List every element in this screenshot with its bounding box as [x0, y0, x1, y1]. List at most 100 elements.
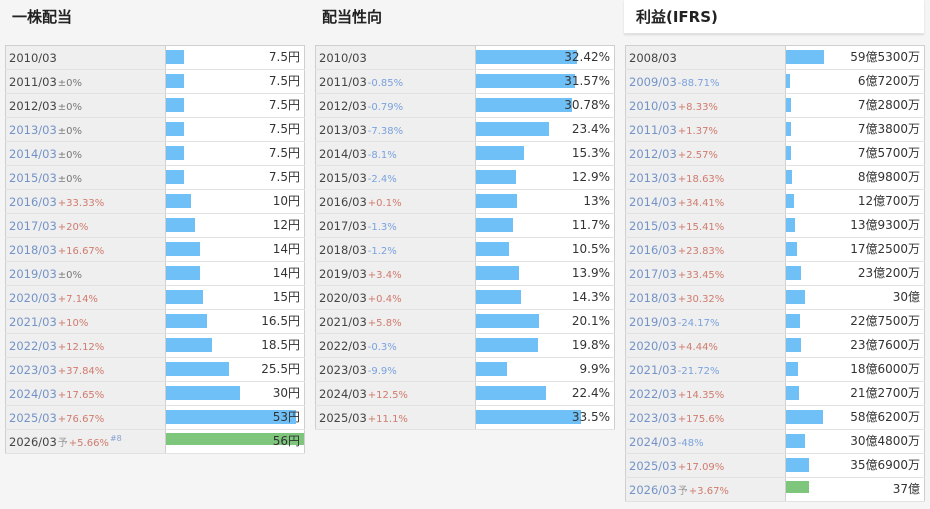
value-bar — [166, 410, 296, 424]
table-row: 2011/03+1.37% 7億3800万 — [625, 117, 925, 142]
period-link[interactable]: 2025/03 — [629, 458, 677, 473]
table-row: 2019/03+3.4% 13.9% — [315, 261, 615, 286]
bar-cell: 10.5% — [475, 237, 615, 262]
value-bar — [786, 218, 795, 232]
table-row: 2023/03+175.6% 58億6200万 — [625, 405, 925, 430]
value-label: 53円 — [272, 410, 300, 424]
change-percent: ±0% — [57, 173, 83, 185]
value-label: 19.8% — [571, 338, 610, 352]
period-cell: 2013/03+18.63% — [625, 165, 786, 190]
period-link[interactable]: 2014/03 — [629, 194, 677, 209]
period-cell: 2019/03+3.4% — [315, 261, 476, 286]
bar-cell: 37億 — [785, 477, 925, 502]
period-link[interactable]: 2012/03 — [629, 146, 677, 161]
period-cell: 2014/03±0% — [5, 141, 166, 166]
period-link[interactable]: 2009/03 — [629, 74, 677, 89]
period-label: 2014/03 — [319, 146, 367, 161]
panel-title-profit: 利益(IFRS) — [624, 0, 924, 34]
change-percent: +0.4% — [367, 293, 402, 305]
period-label: 2022/03 — [319, 338, 367, 353]
period-link[interactable]: 2020/03 — [629, 338, 677, 353]
value-label: 6億7200万 — [857, 74, 920, 88]
period-cell: 2018/03+30.32% — [625, 285, 786, 310]
table-row: 2021/03+5.8% 20.1% — [315, 309, 615, 334]
change-percent: -1.2% — [367, 245, 397, 257]
bar-cell: 9.9% — [475, 357, 615, 382]
table-row: 2016/03+23.83% 17億2500万 — [625, 237, 925, 262]
period-link[interactable]: 2013/03 — [629, 170, 677, 185]
bar-cell: 7.5円 — [165, 117, 305, 142]
bar-cell: 59億5300万 — [785, 45, 925, 70]
period-link[interactable]: 2019/03 — [629, 314, 677, 329]
value-label: 33.5% — [571, 410, 610, 424]
period-link[interactable]: 2024/03 — [629, 434, 677, 449]
period-link[interactable]: 2017/03 — [9, 218, 57, 233]
period-link[interactable]: 2018/03 — [629, 290, 677, 305]
value-label: 30億4800万 — [850, 434, 920, 448]
change-percent: +12.12% — [57, 341, 105, 353]
period-link[interactable]: 2019/03 — [9, 266, 57, 281]
period-link[interactable]: 2015/03 — [629, 218, 677, 233]
period-label: 2012/03 — [9, 98, 57, 113]
period-link[interactable]: 2015/03 — [9, 170, 57, 185]
change-percent: -21.72% — [677, 365, 720, 377]
value-bar — [786, 98, 791, 112]
value-label: 10.5% — [571, 242, 610, 256]
period-link[interactable]: 2017/03 — [629, 266, 677, 281]
value-label: 13.9% — [571, 266, 610, 280]
change-percent: ±0% — [57, 101, 83, 113]
value-bar — [476, 170, 516, 184]
period-link[interactable]: 2018/03 — [9, 242, 57, 257]
change-percent: +175.6% — [677, 413, 725, 425]
table-row: 2023/03-9.9% 9.9% — [315, 357, 615, 382]
value-bar — [786, 194, 794, 208]
period-link[interactable]: 2021/03 — [629, 362, 677, 377]
period-link[interactable]: 2026/03 — [629, 483, 677, 497]
period-link[interactable]: 2022/03 — [9, 338, 57, 353]
value-bar — [166, 74, 184, 88]
forecast-mark: 予 — [677, 486, 688, 497]
period-cell: 2013/03±0% — [5, 117, 166, 142]
period-cell: 2017/03-1.3% — [315, 213, 476, 238]
period-link[interactable]: 2023/03 — [629, 410, 677, 425]
period-link[interactable]: 2023/03 — [9, 362, 57, 377]
value-label: 22億7500万 — [850, 314, 920, 328]
value-label: 16.5円 — [261, 314, 300, 328]
period-link[interactable]: 2011/03 — [629, 122, 677, 137]
period-link[interactable]: 2014/03 — [9, 146, 57, 161]
period-link[interactable]: 2016/03 — [9, 194, 57, 209]
value-label: 30億 — [892, 290, 920, 304]
period-link[interactable]: 2024/03 — [9, 386, 57, 401]
period-link[interactable]: 2016/03 — [629, 242, 677, 257]
forecast-mark: 予 — [57, 438, 68, 449]
bar-cell: 18.5円 — [165, 333, 305, 358]
period-link[interactable]: 2021/03 — [9, 314, 57, 329]
value-bar — [476, 122, 549, 136]
period-label: 2025/03 — [319, 410, 367, 425]
value-bar — [166, 314, 207, 328]
bar-cell: 12.9% — [475, 165, 615, 190]
bar-cell: 23億200万 — [785, 261, 925, 286]
table-row: 2015/03-2.4% 12.9% — [315, 165, 615, 190]
bar-cell: 30億4800万 — [785, 429, 925, 454]
value-label: 15円 — [272, 290, 300, 304]
value-label: 30.78% — [564, 98, 610, 112]
change-percent: ±0% — [57, 269, 83, 281]
change-percent: -9.9% — [367, 365, 397, 377]
period-cell: 2020/03+4.44% — [625, 333, 786, 358]
period-link[interactable]: 2020/03 — [9, 290, 57, 305]
value-label: 37億 — [892, 482, 920, 496]
period-cell: 2024/03-48% — [625, 429, 786, 454]
table-row: 2010/03 7.5円 — [5, 45, 305, 70]
panel-title-payout: 配当性向 — [322, 8, 383, 26]
change-percent: +4.44% — [677, 341, 718, 353]
period-link[interactable]: 2010/03 — [629, 98, 677, 113]
footnote-link[interactable]: #8 — [109, 434, 122, 444]
table-row: 2018/03+16.67% 14円 — [5, 237, 305, 262]
table-row: 2013/03-7.38% 23.4% — [315, 117, 615, 142]
period-link[interactable]: 2022/03 — [629, 386, 677, 401]
period-link[interactable]: 2025/03 — [9, 410, 57, 425]
value-label: 14円 — [272, 242, 300, 256]
change-percent: +34.41% — [677, 197, 725, 209]
period-link[interactable]: 2013/03 — [9, 122, 57, 137]
